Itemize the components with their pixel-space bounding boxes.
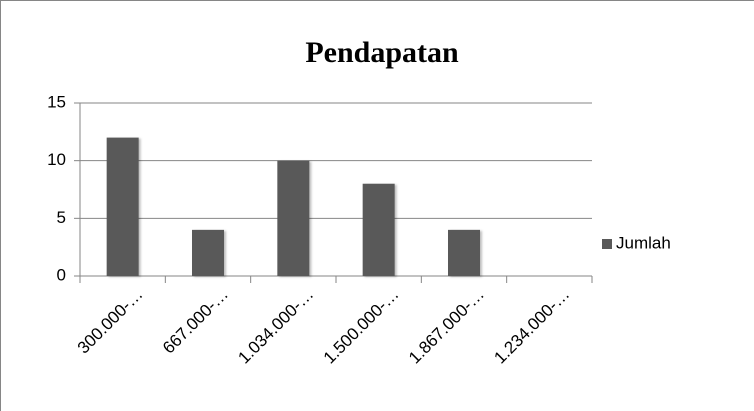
bar bbox=[277, 160, 310, 276]
legend-label: Jumlah bbox=[616, 233, 671, 252]
bar bbox=[192, 229, 224, 276]
y-tick-label: 15 bbox=[47, 92, 66, 111]
y-tick-label: 5 bbox=[57, 208, 66, 227]
y-tick-label: 10 bbox=[47, 150, 66, 169]
bar bbox=[448, 229, 480, 276]
chart-title: Pendapatan bbox=[305, 36, 459, 69]
y-tick-label: 0 bbox=[57, 265, 66, 284]
bar bbox=[362, 183, 395, 276]
bar bbox=[106, 137, 139, 276]
legend-swatch bbox=[602, 239, 612, 249]
